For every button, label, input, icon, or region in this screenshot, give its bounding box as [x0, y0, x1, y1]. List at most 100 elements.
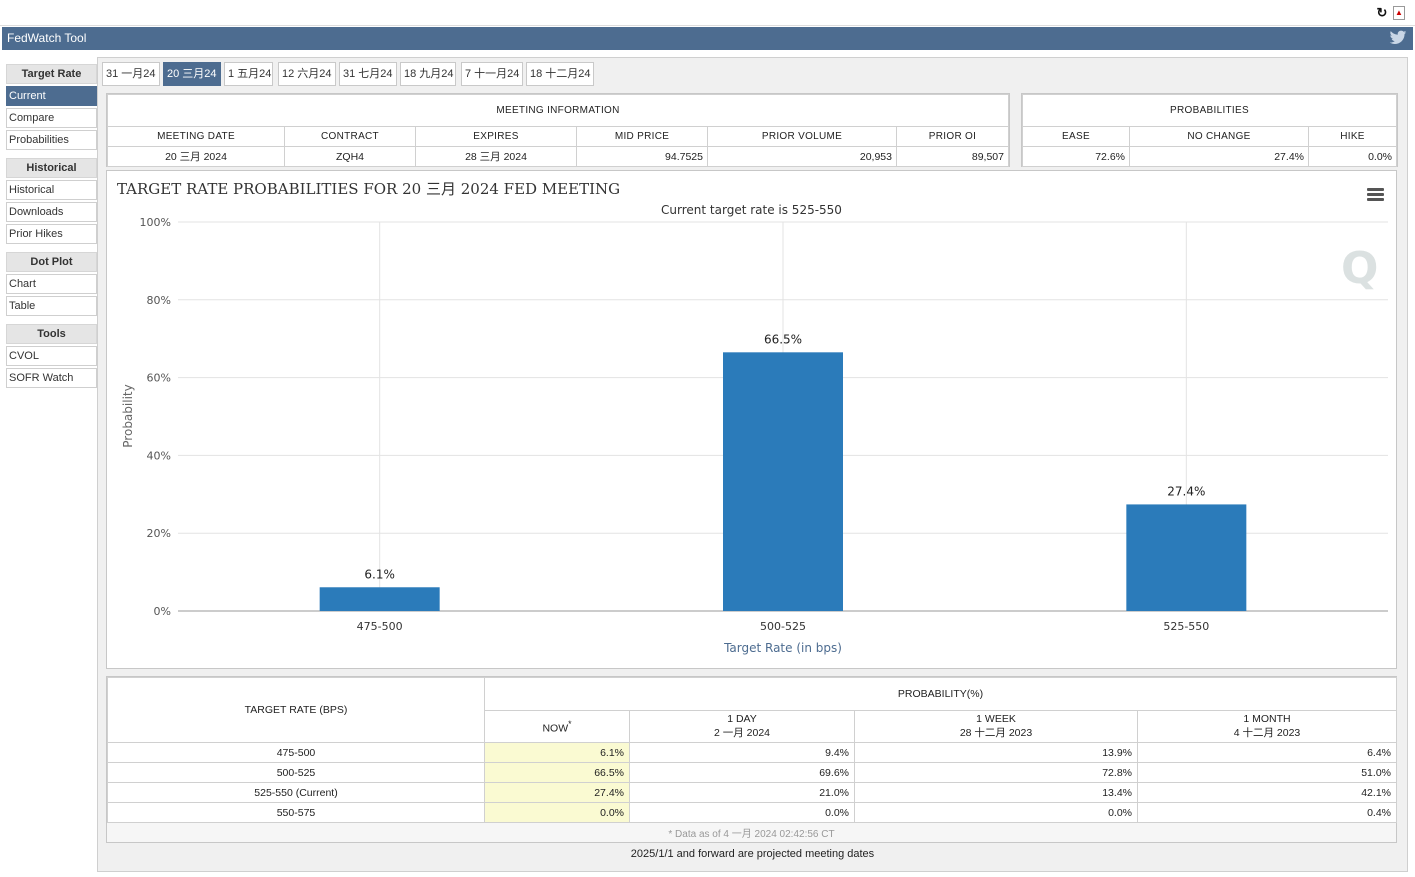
no-change-value: 27.4% [1129, 146, 1309, 167]
probabilities-panel: PROBABILITIES EASE NO CHANGE HIKE 72.6% … [1021, 93, 1398, 167]
x-tick-label: 525-550 [1163, 620, 1209, 633]
pdf-icon[interactable]: ▲ [1393, 6, 1405, 20]
sidebar-item-chart[interactable]: Chart [6, 274, 97, 294]
tab-meeting-5[interactable]: 31 七月24 [339, 62, 397, 86]
month-cell: 51.0% [1137, 762, 1397, 783]
now-cell: 66.5% [484, 762, 630, 783]
sidebar-heading-dot-plot: Dot Plot [6, 252, 97, 272]
day-cell: 69.6% [629, 762, 855, 783]
prior-oi-value: 89,507 [896, 146, 1009, 167]
month-cell: 0.4% [1137, 802, 1397, 823]
x-tick-label: 475-500 [357, 620, 403, 633]
table-row: 525-550 (Current) 27.4% 21.0% 13.4% 42.1… [107, 782, 1397, 803]
x-axis-label: Target Rate (in bps) [723, 641, 842, 655]
month-cell: 42.1% [1137, 782, 1397, 803]
col-mid-price: MID PRICE [576, 126, 708, 147]
week-cell: 13.4% [854, 782, 1138, 803]
col-no-change: NO CHANGE [1129, 126, 1309, 147]
day-cell: 9.4% [629, 742, 855, 763]
sidebar-item-downloads[interactable]: Downloads [6, 202, 97, 222]
twitter-icon[interactable] [1389, 30, 1407, 46]
bar[interactable] [723, 352, 843, 611]
top-toolbar: ↻ ▲ [0, 0, 1415, 26]
chart-subtitle: Current target rate is 525-550 [661, 203, 842, 217]
col-1-day: 1 DAY 2 一月 2024 [629, 710, 855, 743]
bar[interactable] [319, 587, 440, 611]
sidebar-heading-historical: Historical [6, 158, 97, 178]
rate-cell: 475-500 [107, 742, 485, 763]
ease-value: 72.6% [1022, 146, 1130, 167]
rate-cell: 525-550 (Current) [107, 782, 485, 803]
sidebar-item-current[interactable]: Current [6, 86, 97, 106]
chart-menu-icon[interactable] [1367, 188, 1384, 202]
mid-price-value: 94.7525 [576, 146, 708, 167]
y-tick-label: 60% [147, 372, 171, 385]
col-target-rate: TARGET RATE (BPS) [107, 677, 485, 743]
week-cell: 13.9% [854, 742, 1138, 763]
tab-meeting-2[interactable]: 20 三月24 [163, 62, 221, 86]
meeting-date-value: 20 三月 2024 [107, 146, 285, 167]
y-tick-label: 0% [154, 605, 171, 618]
tab-meeting-7[interactable]: 7 十一月24 [461, 62, 523, 86]
y-tick-label: 20% [147, 527, 171, 540]
prior-volume-value: 20,953 [707, 146, 897, 167]
tab-meeting-3[interactable]: 1 五月24 [224, 62, 273, 86]
contract-value: ZQH4 [284, 146, 416, 167]
meeting-info-table: MEETING INFORMATION MEETING DATE CONTRAC… [107, 94, 1009, 167]
day-cell: 0.0% [629, 802, 855, 823]
bar[interactable] [1126, 504, 1247, 611]
probabilities-summary-table: PROBABILITIES EASE NO CHANGE HIKE 72.6% … [1022, 94, 1397, 167]
chart-title: TARGET RATE PROBABILITIES FOR 20 三月 2024… [117, 180, 621, 198]
bar-chart: 0% 20% 40% 60% 80% 100% 6.1% 66.5% 27.4% 475-50… [121, 216, 1388, 655]
app-header: FedWatch Tool [2, 27, 1413, 50]
month-cell: 6.4% [1137, 742, 1397, 763]
table-row: 500-525 66.5% 69.6% 72.8% 51.0% [107, 762, 1397, 783]
tab-meeting-4[interactable]: 12 六月24 [278, 62, 336, 86]
sidebar-item-sofr-watch[interactable]: SOFR Watch [6, 368, 97, 388]
meeting-info-heading: MEETING INFORMATION [107, 94, 1009, 127]
bar-data-label: 27.4% [1167, 484, 1205, 498]
col-meeting-date: MEETING DATE [107, 126, 285, 147]
probability-history-table: TARGET RATE (BPS) PROBABILITY(%) NOW* 1 … [107, 677, 1397, 823]
sidebar-item-prior-hikes[interactable]: Prior Hikes [6, 224, 97, 244]
rate-cell: 500-525 [107, 762, 485, 783]
col-1-month: 1 MONTH 4 十二月 2023 [1137, 710, 1397, 743]
sidebar-item-cvol[interactable]: CVOL [6, 346, 97, 366]
projected-dates-note: 2025/1/1 and forward are projected meeti… [630, 848, 875, 860]
col-now: NOW* [484, 710, 630, 743]
hike-value: 0.0% [1308, 146, 1397, 167]
y-tick-label: 100% [140, 216, 171, 229]
col-contract: CONTRACT [284, 126, 416, 147]
y-axis-label: Probability [121, 384, 135, 447]
probability-group-heading: PROBABILITY(%) [484, 677, 1397, 711]
probabilities-heading: PROBABILITIES [1022, 94, 1397, 127]
day-cell: 21.0% [629, 782, 855, 803]
col-expires: EXPIRES [415, 126, 577, 147]
sidebar-heading-tools: Tools [6, 324, 97, 344]
app-title: FedWatch Tool [7, 31, 87, 45]
q-logo: Q [1341, 243, 1378, 294]
meeting-info-panel: MEETING INFORMATION MEETING DATE CONTRAC… [106, 93, 1010, 167]
probability-history-panel: TARGET RATE (BPS) PROBABILITY(%) NOW* 1 … [106, 676, 1397, 843]
tab-meeting-1[interactable]: 31 一月24 [102, 62, 160, 86]
sidebar-item-table[interactable]: Table [6, 296, 97, 316]
sidebar-item-compare[interactable]: Compare [6, 108, 97, 128]
week-cell: 0.0% [854, 802, 1138, 823]
sidebar-item-historical[interactable]: Historical [6, 180, 97, 200]
col-prior-oi: PRIOR OI [896, 126, 1009, 147]
col-ease: EASE [1022, 126, 1130, 147]
col-1-week: 1 WEEK 28 十二月 2023 [854, 710, 1138, 743]
bar-data-label: 66.5% [764, 332, 802, 346]
tab-meeting-6[interactable]: 18 九月24 [400, 62, 456, 86]
table-row: 475-500 6.1% 9.4% 13.9% 6.4% [107, 742, 1397, 763]
tab-meeting-8[interactable]: 18 十二月24 [526, 62, 594, 86]
bar-data-label: 6.1% [364, 567, 395, 581]
expires-value: 28 三月 2024 [415, 146, 577, 167]
chart-panel: TARGET RATE PROBABILITIES FOR 20 三月 2024… [106, 170, 1397, 669]
rate-cell: 550-575 [107, 802, 485, 823]
refresh-icon[interactable]: ↻ [1376, 5, 1388, 20]
data-timestamp-note: * Data as of 4 一月 2024 02:42:56 CT [668, 829, 835, 840]
y-tick-label: 80% [147, 294, 171, 307]
x-tick-label: 500-525 [760, 620, 806, 633]
sidebar-item-probabilities[interactable]: Probabilities [6, 130, 97, 150]
